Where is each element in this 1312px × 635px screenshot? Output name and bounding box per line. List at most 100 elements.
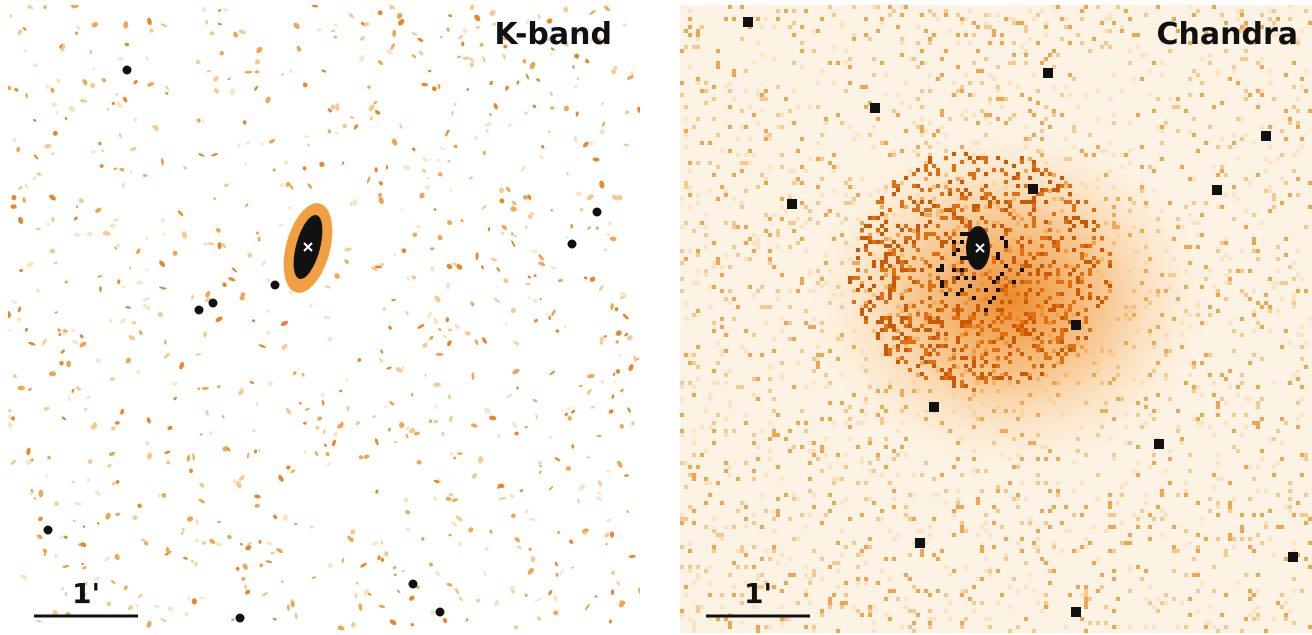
- noise-pixel: [920, 61, 924, 65]
- noise-pixel: [712, 549, 716, 553]
- emission-pixel: [1020, 248, 1024, 252]
- noise-pixel: [940, 125, 944, 129]
- noise-pixel: [996, 85, 1000, 89]
- noise-pixel: [1228, 385, 1232, 389]
- emission-pixel: [1004, 316, 1008, 320]
- noise-pixel: [1252, 309, 1256, 313]
- emission-pixel: [892, 280, 896, 284]
- emission-pixel: [1028, 212, 1032, 216]
- noise-pixel: [728, 81, 732, 85]
- noise-pixel: [752, 477, 756, 481]
- noise-pixel: [1276, 281, 1280, 285]
- emission-pixel: [1008, 200, 1012, 204]
- noise-pixel: [1020, 549, 1024, 553]
- emission-pixel: [1000, 300, 1004, 304]
- noise-pixel: [856, 133, 860, 137]
- emission-pixel: [1000, 376, 1004, 380]
- noise-pixel: [788, 169, 792, 173]
- emission-pixel: [1056, 268, 1060, 272]
- noise-pixel: [1168, 481, 1172, 485]
- emission-pixel: [1024, 200, 1028, 204]
- noise-pixel: [844, 581, 848, 585]
- noise-pixel: [864, 17, 868, 21]
- emission-pixel: [948, 288, 952, 292]
- noise-pixel: [1084, 601, 1088, 605]
- noise-pixel: [1072, 549, 1076, 553]
- noise-pixel: [812, 493, 816, 497]
- noise-pixel: [784, 97, 788, 101]
- noise-pixel: [1228, 369, 1232, 373]
- emission-pixel: [928, 280, 932, 284]
- emission-pixel: [1060, 292, 1064, 296]
- noise-pixel: [780, 125, 784, 129]
- noise-pixel: [812, 369, 816, 373]
- noise-pixel: [1216, 401, 1220, 405]
- noise-pixel: [740, 345, 744, 349]
- noise-pixel: [784, 9, 788, 13]
- noise-pixel: [852, 185, 856, 189]
- noise-pixel: [772, 397, 776, 401]
- noise-pixel: [764, 213, 768, 217]
- noise-pixel: [820, 133, 824, 137]
- noise-pixel: [708, 593, 712, 597]
- noise-pixel: [916, 613, 920, 617]
- noise-pixel: [1248, 613, 1252, 617]
- noise-pixel: [1232, 185, 1236, 189]
- noise-pixel: [1152, 61, 1156, 65]
- emission-pixel: [1060, 280, 1064, 284]
- noise-pixel: [1096, 621, 1100, 625]
- noise-pixel: [792, 221, 796, 225]
- noise-pixel: [1228, 533, 1232, 537]
- emission-pixel: [964, 356, 968, 360]
- emission-pixel: [940, 192, 944, 196]
- noise-pixel: [1224, 241, 1228, 245]
- noise-pixel: [688, 473, 692, 477]
- noise-pixel: [680, 49, 684, 53]
- noise-pixel: [820, 177, 824, 181]
- emission-pixel: [884, 252, 888, 256]
- emission-pixel: [1056, 244, 1060, 248]
- noise-pixel: [1044, 521, 1048, 525]
- noise-pixel: [1272, 465, 1276, 469]
- noise-pixel: [956, 13, 960, 17]
- emission-pixel: [972, 272, 976, 276]
- noise-pixel: [1072, 129, 1076, 133]
- noise-pixel: [800, 165, 804, 169]
- noise-pixel: [1128, 541, 1132, 545]
- noise-pixel: [700, 425, 704, 429]
- noise-pixel: [1308, 541, 1312, 545]
- emission-pixel: [1044, 236, 1048, 240]
- emission-pixel: [880, 292, 884, 296]
- noise-pixel: [784, 437, 788, 441]
- noise-pixel: [696, 281, 700, 285]
- noise-pixel: [1216, 537, 1220, 541]
- emission-pixel: [1032, 344, 1036, 348]
- noise-pixel: [1216, 309, 1220, 313]
- noise-pixel: [988, 41, 992, 45]
- emission-pixel: [964, 320, 968, 324]
- noise-pixel: [988, 25, 992, 29]
- noise-pixel: [1268, 125, 1272, 129]
- noise-pixel: [1232, 545, 1236, 549]
- noise-pixel: [1248, 297, 1252, 301]
- emission-pixel: [900, 248, 904, 252]
- noise-pixel: [684, 117, 688, 121]
- noise-pixel: [1272, 197, 1276, 201]
- noise-pixel: [740, 109, 744, 113]
- noise-pixel: [1280, 441, 1284, 445]
- noise-pixel: [1200, 213, 1204, 217]
- noise-pixel: [688, 565, 692, 569]
- noise-pixel: [1264, 301, 1268, 305]
- noise-pixel: [732, 297, 736, 301]
- noise-pixel: [776, 509, 780, 513]
- emission-pixel: [1020, 160, 1024, 164]
- emission-pixel: [936, 268, 940, 272]
- point-source: [1043, 68, 1053, 78]
- noise-pixel: [1252, 241, 1256, 245]
- noise-pixel: [956, 489, 960, 493]
- noise-pixel: [936, 557, 940, 561]
- emission-pixel: [1088, 292, 1092, 296]
- noise-pixel: [772, 213, 776, 217]
- noise-pixel: [972, 93, 976, 97]
- noise-pixel: [1116, 625, 1120, 629]
